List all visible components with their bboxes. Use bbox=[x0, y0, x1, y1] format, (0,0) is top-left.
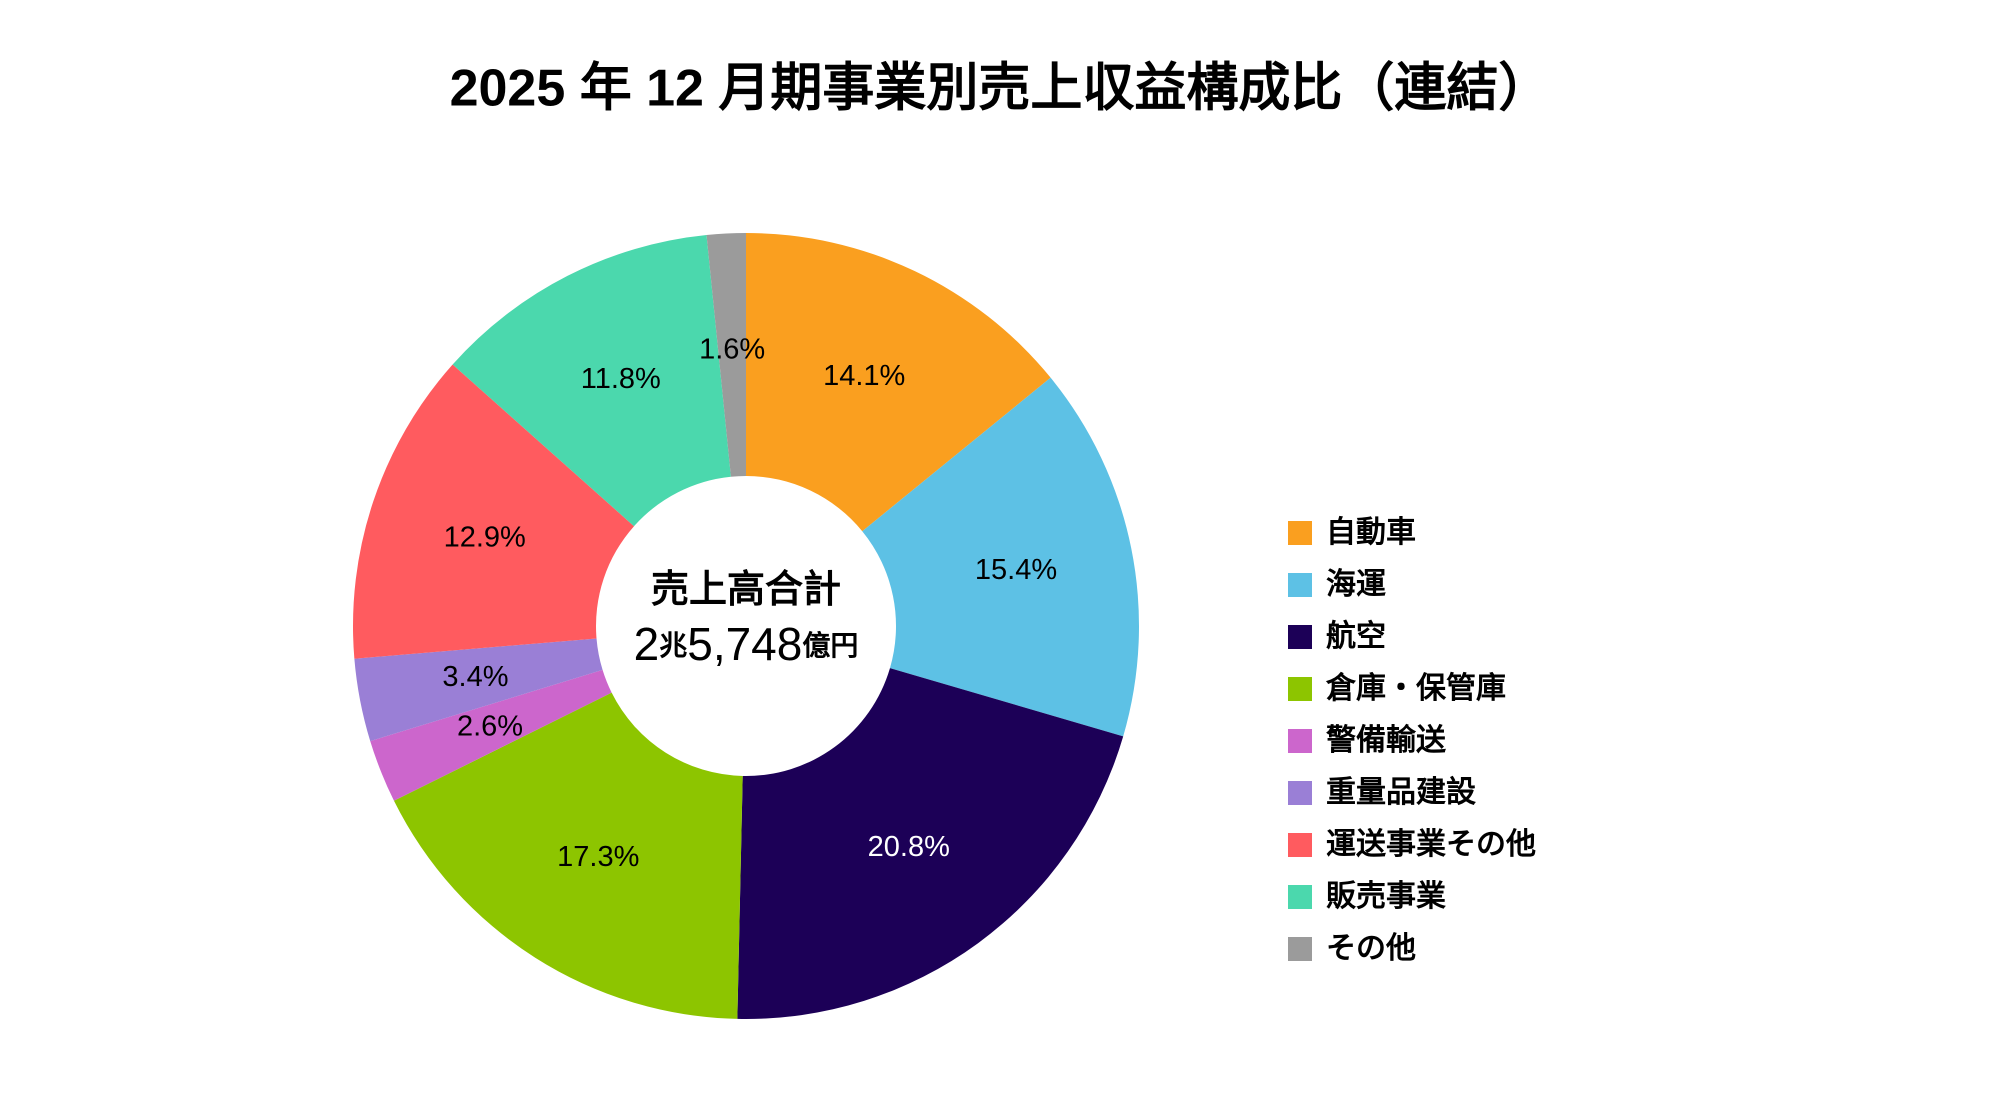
legend-swatch bbox=[1288, 885, 1312, 909]
center-label: 売上高合計 bbox=[651, 569, 841, 611]
center-value-part: 億円 bbox=[802, 630, 858, 661]
donut-slice bbox=[746, 233, 1051, 532]
center-value-part: 2 bbox=[634, 618, 660, 670]
donut-slice bbox=[354, 638, 603, 742]
slice-label: 14.1% bbox=[823, 360, 905, 392]
legend-swatch bbox=[1288, 937, 1312, 961]
center-value-part: 5,748 bbox=[687, 618, 802, 670]
center-value: 2兆5,748億円 bbox=[634, 618, 859, 670]
legend-label: 自動車 bbox=[1326, 516, 1416, 549]
legend-swatch bbox=[1288, 521, 1312, 545]
legend-label: 警備輸送 bbox=[1326, 723, 1446, 757]
donut-slice bbox=[353, 364, 635, 659]
slice-label: 12.9% bbox=[444, 521, 526, 553]
legend-label: その他 bbox=[1326, 932, 1416, 965]
donut-slice bbox=[706, 233, 746, 477]
legend-swatch bbox=[1288, 833, 1312, 857]
slice-label: 11.8% bbox=[581, 363, 661, 395]
center-value-part: 兆 bbox=[659, 630, 687, 661]
legend-label: 重量品建設 bbox=[1326, 775, 1476, 809]
legend-label: 倉庫・保管庫 bbox=[1325, 671, 1506, 705]
legend-swatch bbox=[1288, 573, 1312, 597]
slice-label: 3.4% bbox=[442, 661, 508, 693]
donut-slice bbox=[370, 669, 612, 801]
legend-label: 航空 bbox=[1326, 619, 1386, 653]
slice-label: 15.4% bbox=[975, 554, 1057, 586]
donut-slice bbox=[393, 692, 743, 1019]
donut-slice bbox=[862, 377, 1139, 737]
legend-label: 販売事業 bbox=[1326, 880, 1446, 913]
legend-swatch bbox=[1288, 677, 1312, 701]
donut-slice bbox=[452, 234, 731, 527]
chart-title: 2025 年 12 月期事業別売上収益構成比（連結） bbox=[450, 60, 1551, 118]
slice-label: 20.8% bbox=[868, 831, 950, 863]
legend-label: 運送事業その他 bbox=[1326, 828, 1536, 861]
slice-label: 17.3% bbox=[557, 841, 639, 873]
legend-swatch bbox=[1288, 729, 1312, 753]
slice-label: 1.6% bbox=[699, 334, 765, 366]
donut-slice bbox=[737, 668, 1124, 1020]
legend-swatch bbox=[1288, 781, 1312, 805]
slice-label: 2.6% bbox=[457, 711, 523, 743]
legend-label: 海運 bbox=[1326, 568, 1386, 601]
legend-swatch bbox=[1288, 625, 1312, 649]
